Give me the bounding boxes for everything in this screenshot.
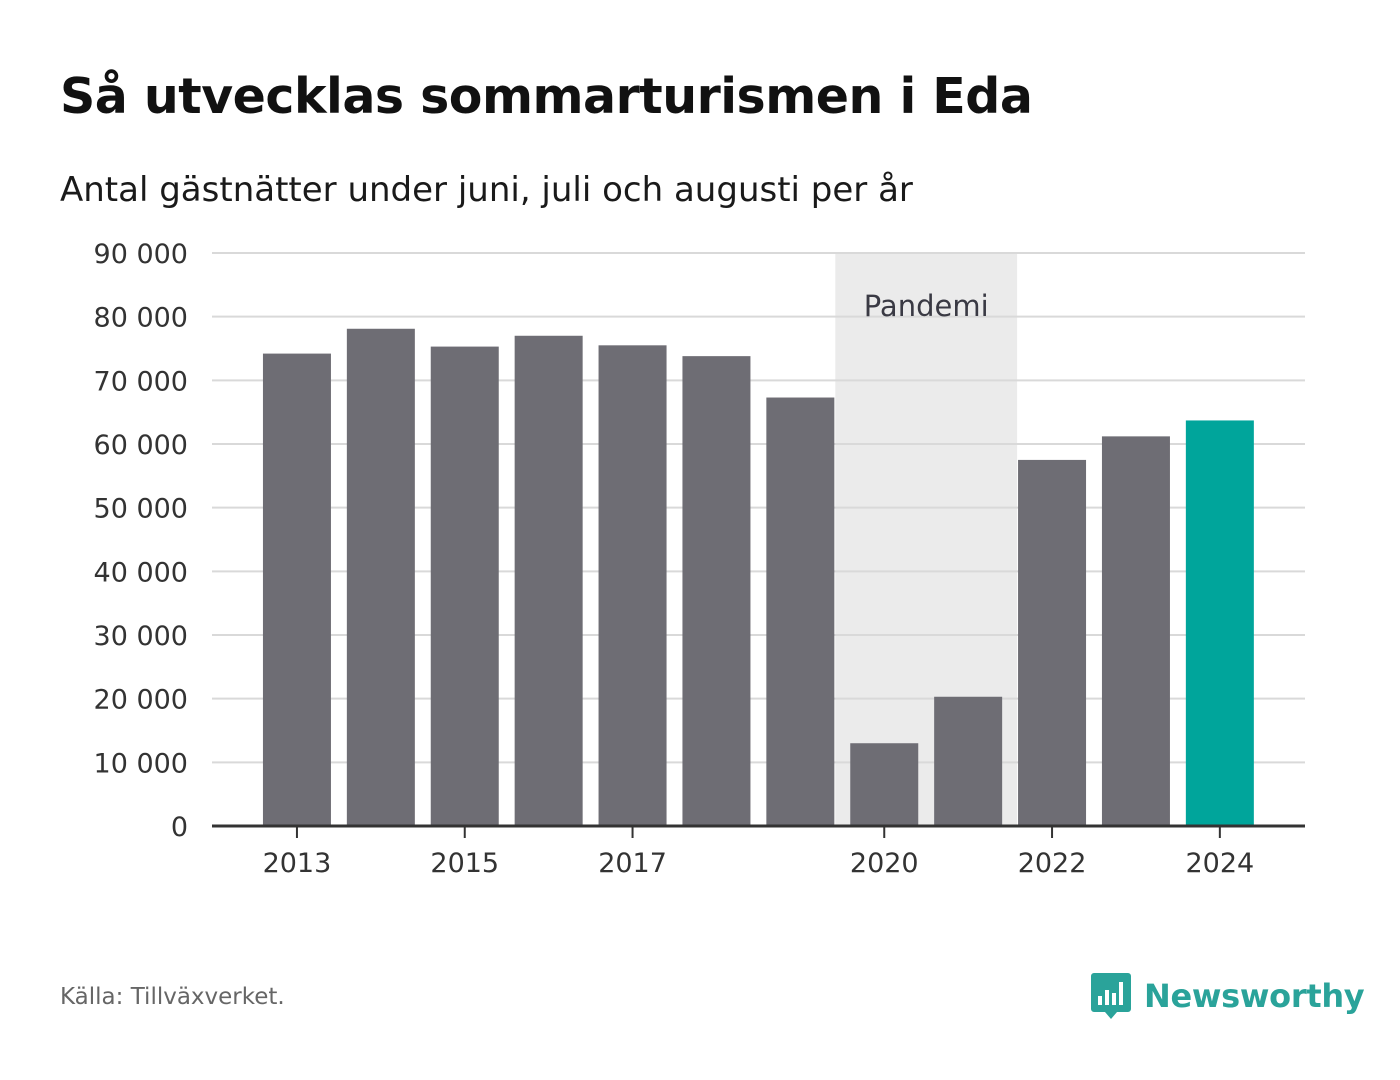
x-tick-label: 2020 [850, 848, 919, 879]
y-tick-label: 0 [171, 812, 188, 843]
x-tick-label: 2015 [430, 848, 499, 879]
newsworthy-logo-icon [1091, 973, 1131, 1019]
bar-2021 [934, 696, 1003, 826]
source-note: Källa: Tillväxverket. [60, 984, 285, 1010]
y-tick-label: 10 000 [94, 748, 188, 779]
bar-2019 [766, 397, 835, 826]
x-tick-label: 2024 [1185, 848, 1254, 879]
bar-2020 [850, 743, 919, 826]
y-tick-label: 80 000 [94, 303, 188, 334]
bar-2024 [1185, 420, 1254, 826]
y-tick-label: 60 000 [94, 430, 188, 461]
brand-name: Newsworthy [1144, 977, 1365, 1015]
bar-2015 [430, 346, 499, 826]
bar-2016 [514, 335, 583, 826]
y-tick-label: 70 000 [94, 366, 188, 397]
x-tick-label: 2017 [598, 848, 667, 879]
bar-2022 [1018, 459, 1087, 826]
newsworthy-brand: Newsworthy [1090, 968, 1365, 1024]
bars [262, 328, 1254, 826]
annotation-label: Pandemi [864, 289, 989, 323]
x-tick-label: 2013 [263, 848, 332, 879]
bar-2013 [262, 353, 331, 826]
chart-title: Så utvecklas sommarturismen i Eda [60, 68, 1033, 125]
x-tick-label: 2022 [1018, 848, 1087, 879]
y-tick-label: 50 000 [94, 494, 188, 525]
bar-2017 [598, 345, 667, 826]
axes [212, 824, 1305, 838]
bar-2014 [346, 328, 415, 826]
y-tick-label: 90 000 [94, 239, 188, 270]
y-tick-label: 30 000 [94, 621, 188, 652]
bar-2018 [682, 356, 751, 826]
y-tick-label: 40 000 [94, 557, 188, 588]
bar-2023 [1101, 436, 1170, 826]
chart-subtitle: Antal gästnätter under juni, juli och au… [60, 170, 913, 210]
labels: Pandemi 0 10 000 20 000 30 000 40 000 50 000 60… [94, 239, 1255, 879]
y-tick-label: 20 000 [94, 685, 188, 716]
